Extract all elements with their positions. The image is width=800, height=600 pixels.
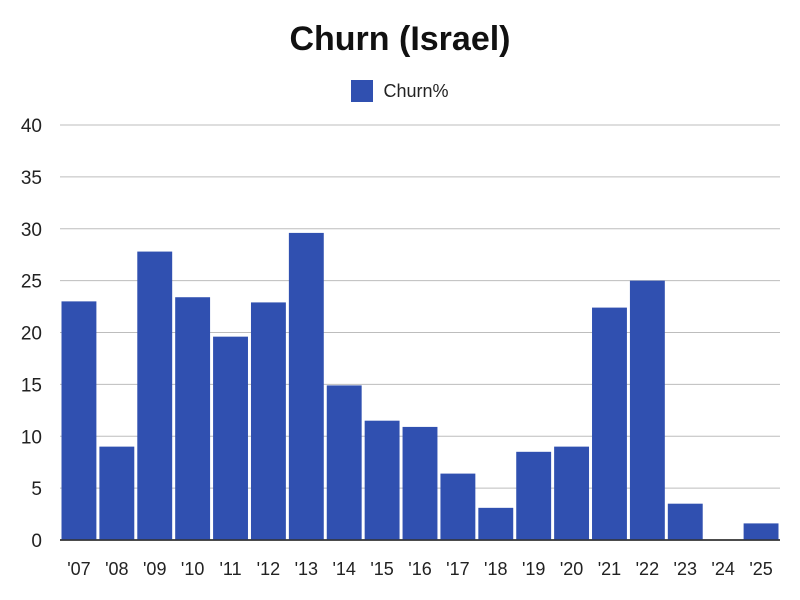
x-tick-label: '10: [181, 559, 204, 579]
x-tick-label: '13: [295, 559, 318, 579]
x-tick-label: '18: [484, 559, 507, 579]
bar: [326, 385, 362, 540]
legend: Churn%: [0, 80, 800, 102]
x-tick-label: '19: [522, 559, 545, 579]
x-tick-label: '20: [560, 559, 583, 579]
bar: [402, 426, 438, 540]
x-tick-label: '14: [332, 559, 355, 579]
y-tick-label: 10: [21, 427, 42, 448]
bar: [478, 507, 514, 540]
x-tick-label: '25: [749, 559, 772, 579]
x-tick-label: '07: [67, 559, 90, 579]
x-tick-label: '12: [257, 559, 280, 579]
bar: [288, 232, 324, 540]
x-tick-label: '15: [370, 559, 393, 579]
legend-swatch: [351, 80, 374, 102]
bar: [364, 420, 400, 540]
y-tick-label: 0: [31, 531, 42, 552]
x-tick-label: '08: [105, 559, 128, 579]
legend-label: Churn%: [383, 80, 449, 101]
y-tick-label: 25: [21, 272, 42, 293]
bar: [250, 302, 286, 540]
y-tick-label: 40: [21, 116, 42, 137]
bar: [213, 336, 248, 540]
x-tick-label: '17: [446, 559, 469, 579]
y-tick-label: 15: [21, 375, 42, 396]
bar: [61, 301, 97, 540]
bar: [99, 446, 135, 540]
x-tick-label: '22: [636, 559, 659, 579]
x-tick-label: '09: [143, 559, 166, 579]
bar: [743, 523, 779, 540]
bar: [629, 280, 665, 540]
y-tick-label: 35: [21, 168, 42, 189]
x-tick-label: '21: [598, 559, 621, 579]
bar: [592, 307, 627, 540]
bar: [440, 473, 476, 540]
y-tick-label: 20: [21, 324, 42, 345]
x-tick-label: '23: [674, 559, 697, 579]
x-tick-label: '16: [408, 559, 431, 579]
y-tick-label: 30: [21, 220, 42, 241]
y-tick-label: 5: [31, 479, 42, 500]
bar: [137, 251, 173, 540]
bar: [516, 451, 552, 540]
x-tick-label: '24: [711, 559, 734, 579]
x-tick-label: '11: [219, 559, 241, 579]
chart-title: Churn (Israel): [289, 20, 511, 58]
bar: [554, 446, 590, 540]
bar: [175, 297, 211, 540]
bar: [667, 503, 703, 540]
